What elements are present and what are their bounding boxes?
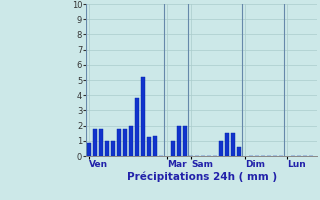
Bar: [219, 141, 223, 156]
Bar: [237, 147, 241, 156]
X-axis label: Précipitations 24h ( mm ): Précipitations 24h ( mm ): [126, 172, 277, 182]
Bar: [171, 141, 175, 156]
Bar: [123, 129, 127, 156]
Bar: [177, 126, 181, 156]
Bar: [153, 136, 157, 156]
Bar: [141, 77, 145, 156]
Bar: [87, 143, 92, 156]
Bar: [147, 137, 151, 156]
Bar: [99, 129, 103, 156]
Bar: [231, 133, 235, 156]
Bar: [183, 126, 187, 156]
Bar: [135, 98, 140, 156]
Bar: [111, 141, 116, 156]
Bar: [105, 141, 109, 156]
Bar: [117, 129, 121, 156]
Bar: [93, 129, 98, 156]
Bar: [129, 126, 133, 156]
Bar: [225, 133, 229, 156]
